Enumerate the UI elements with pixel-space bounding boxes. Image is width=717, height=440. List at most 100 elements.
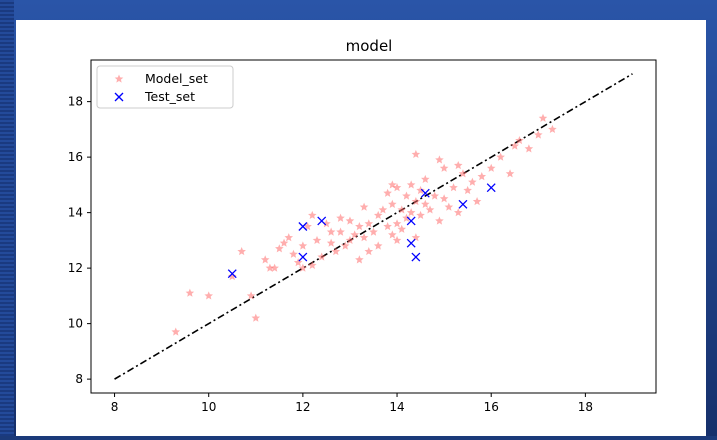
model-set-point — [388, 230, 397, 239]
x-tick-label: 8 — [111, 400, 119, 414]
model-set-point — [270, 263, 279, 272]
model-set-point — [439, 194, 449, 203]
x-marker-stroke — [406, 216, 416, 226]
scatter-chart: model 8 10 12 14 16 18 8 10 12 14 16 18 Model_set T… — [68, 37, 657, 414]
model-set-point — [355, 255, 364, 264]
test-set-point — [420, 188, 430, 198]
model-set-point — [336, 227, 345, 236]
model-set-point — [548, 124, 557, 134]
model-set-point — [463, 185, 472, 195]
model-set-point — [402, 191, 411, 200]
x-marker-stroke — [420, 188, 430, 198]
model-set-point — [260, 255, 270, 264]
model-set-point — [416, 210, 425, 220]
model-set-point — [435, 216, 444, 225]
y-tick-label: 12 — [68, 261, 83, 275]
model-set-point — [369, 227, 378, 236]
y-tick-label: 10 — [68, 317, 83, 331]
model-set-point — [383, 188, 392, 197]
model-set-point — [421, 174, 430, 183]
model-set-point — [444, 202, 454, 211]
plot-frame — [90, 59, 657, 394]
x-marker-stroke — [317, 216, 327, 226]
model-set-point — [284, 233, 294, 242]
test-set-point — [298, 222, 308, 231]
x-marker-stroke — [411, 252, 421, 262]
model-set-point — [326, 227, 336, 236]
model-set-point — [345, 216, 355, 225]
model-set-point — [293, 258, 303, 267]
y-tick-label: 16 — [68, 150, 83, 164]
model-set-point — [350, 230, 359, 239]
model-set-point — [397, 205, 407, 214]
model-set-point — [392, 235, 402, 245]
model-set-point — [496, 152, 505, 161]
model-set-point — [340, 241, 350, 250]
model-set-point — [279, 238, 289, 247]
x-marker-stroke — [406, 238, 416, 248]
model-set-point — [336, 213, 345, 222]
model-set-point — [534, 130, 543, 139]
y-tick-label: 8 — [75, 372, 83, 386]
model-set-point — [449, 183, 458, 192]
y-tick-label: 18 — [68, 95, 83, 109]
model-set-point — [308, 260, 317, 269]
model-set-point — [421, 199, 430, 208]
model-set-point — [435, 155, 444, 164]
model-set-point — [397, 224, 407, 233]
model-set-point — [388, 199, 397, 208]
model-set-point — [303, 222, 312, 231]
model-set-point — [378, 205, 388, 214]
plot-area — [90, 59, 657, 394]
model-set-point — [345, 235, 355, 245]
model-set-point — [251, 313, 261, 322]
model-set-point — [472, 197, 482, 206]
model-set-point — [425, 205, 435, 214]
model-set-point — [359, 202, 369, 211]
model-set-point — [510, 141, 520, 150]
model-set-point — [411, 197, 421, 206]
test-set-point — [406, 216, 416, 226]
model-set-point — [204, 291, 213, 300]
model-set-point — [392, 219, 402, 228]
legend-model-set-marker — [114, 74, 124, 83]
legend-box — [96, 65, 234, 109]
model-set-point — [308, 210, 317, 220]
model-set-point — [439, 163, 449, 172]
x-marker-stroke — [227, 269, 237, 279]
model-set-point — [430, 191, 439, 200]
test-set-point — [486, 183, 496, 193]
model-set-point — [355, 222, 364, 231]
model-set-point — [505, 169, 515, 178]
x-marker-stroke — [298, 222, 308, 231]
model-set-point — [289, 249, 298, 258]
model-set-point — [383, 222, 392, 231]
model-set-point — [392, 183, 402, 192]
test-set-point — [406, 238, 416, 248]
model-set-point — [411, 233, 421, 242]
legend: Model_set Test_set — [96, 65, 234, 109]
left-decorative-stripe — [0, 0, 14, 436]
model-set-point — [406, 208, 416, 217]
model-set-point — [326, 238, 336, 247]
x-marker-stroke — [458, 199, 468, 209]
x-marker-stroke — [486, 183, 496, 193]
reference-line — [114, 73, 633, 380]
model-set-point — [317, 252, 326, 261]
reference-line-segment — [114, 73, 633, 380]
legend-test-set-label: Test_set — [144, 89, 195, 104]
model-set-point — [298, 263, 308, 272]
test-set-point — [227, 269, 237, 279]
model-set-point — [227, 271, 237, 281]
model-set-point — [468, 177, 477, 186]
model-set-point — [265, 263, 275, 272]
model-set-point — [246, 291, 256, 300]
test-set-point — [458, 199, 468, 209]
test-set-point — [411, 252, 421, 262]
model-set-point — [402, 213, 411, 222]
model-set-point — [237, 246, 246, 256]
model-set-point — [312, 235, 322, 245]
x-tick-label: 14 — [389, 400, 404, 414]
model-set-point — [373, 210, 383, 220]
model-set-point — [359, 233, 369, 242]
